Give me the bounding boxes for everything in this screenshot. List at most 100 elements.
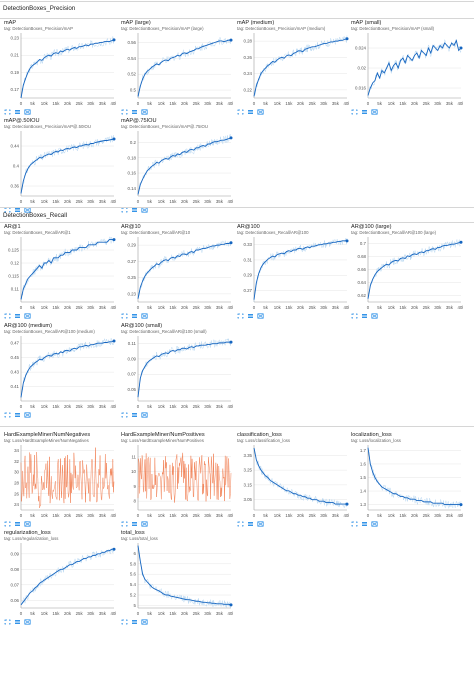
fullscreen-button[interactable] xyxy=(237,109,244,115)
y-tick-label: 0.5 xyxy=(130,88,137,93)
fit-domain-icon xyxy=(24,109,31,115)
lines-button[interactable] xyxy=(361,109,368,115)
lines-button[interactable] xyxy=(361,313,368,319)
lines-button[interactable] xyxy=(247,313,254,319)
x-tick-label: 5k xyxy=(147,305,152,310)
fullscreen-button[interactable] xyxy=(121,207,128,213)
chart-card: localization_loss tag: Loss/localization_… xyxy=(351,432,463,528)
lines-button[interactable] xyxy=(361,521,368,527)
fit-domain-button[interactable] xyxy=(371,109,378,115)
fit-domain-icon xyxy=(24,619,31,625)
x-tick-label: 15k xyxy=(52,513,60,518)
fullscreen-button[interactable] xyxy=(121,109,128,115)
fullscreen-icon xyxy=(4,521,11,527)
y-tick-label: 0.2 xyxy=(130,140,137,145)
fullscreen-button[interactable] xyxy=(121,619,128,625)
fit-domain-icon xyxy=(24,521,31,527)
lines-button[interactable] xyxy=(14,412,21,418)
section-title[interactable]: DetectionBoxes_Recall xyxy=(3,212,67,219)
fit-domain-button[interactable] xyxy=(257,109,264,115)
lines-button[interactable] xyxy=(14,109,21,115)
fit-domain-button[interactable] xyxy=(141,619,148,625)
x-tick-label: 40k xyxy=(457,305,463,310)
line-chart[interactable]: 0.11 0.115 0.12 0.125 0 5k 10k 15k 20k 25k 30k 35k 4… xyxy=(4,235,116,311)
lines-button[interactable] xyxy=(247,109,254,115)
lines-button[interactable] xyxy=(14,207,21,213)
fullscreen-button[interactable] xyxy=(4,521,11,527)
fullscreen-button[interactable] xyxy=(121,412,128,418)
lines-button[interactable] xyxy=(131,109,138,115)
fit-domain-button[interactable] xyxy=(141,109,148,115)
x-tick-label: 30k xyxy=(204,404,212,409)
lines-button[interactable] xyxy=(131,412,138,418)
y-tick-label: 0.016 xyxy=(355,86,367,91)
fit-domain-button[interactable] xyxy=(24,521,31,527)
smoothed-series-line xyxy=(253,447,347,505)
fullscreen-button[interactable] xyxy=(4,412,11,418)
lines-button[interactable] xyxy=(131,313,138,319)
fit-domain-button[interactable] xyxy=(24,109,31,115)
fullscreen-button[interactable] xyxy=(351,521,358,527)
y-tick-label: 0.29 xyxy=(243,273,252,278)
fullscreen-button[interactable] xyxy=(237,313,244,319)
lines-button[interactable] xyxy=(14,313,21,319)
fullscreen-button[interactable] xyxy=(4,313,11,319)
chart-title: AR@1 xyxy=(4,224,21,230)
fit-domain-button[interactable] xyxy=(24,313,31,319)
lines-button[interactable] xyxy=(131,207,138,213)
fit-domain-button[interactable] xyxy=(24,412,31,418)
chart-card: AR@100 (medium) tag: DetectionBoxes_Recal… xyxy=(4,323,116,419)
fit-domain-button[interactable] xyxy=(371,313,378,319)
x-tick-label: 15k xyxy=(285,513,293,518)
x-tick-label: 35k xyxy=(99,305,107,310)
x-tick-label: 30k xyxy=(320,305,328,310)
fullscreen-button[interactable] xyxy=(237,521,244,527)
fullscreen-button[interactable] xyxy=(121,521,128,527)
lines-button[interactable] xyxy=(14,619,21,625)
chart-toolbar xyxy=(351,520,463,528)
chart-title: mAP (large) xyxy=(121,20,151,26)
section-title[interactable]: DetectionBoxes_Precision xyxy=(3,5,76,12)
fit-domain-button[interactable] xyxy=(141,313,148,319)
fit-domain-button[interactable] xyxy=(141,521,148,527)
y-tick-label: 0.47 xyxy=(10,341,19,346)
x-tick-label: 10k xyxy=(41,513,49,518)
fit-domain-button[interactable] xyxy=(141,412,148,418)
fullscreen-button[interactable] xyxy=(351,109,358,115)
lines-button[interactable] xyxy=(14,521,21,527)
lines-button[interactable] xyxy=(131,521,138,527)
y-tick-label: 0.62 xyxy=(357,293,366,298)
fit-domain-button[interactable] xyxy=(257,521,264,527)
fullscreen-button[interactable] xyxy=(4,109,11,115)
fullscreen-button[interactable] xyxy=(4,207,11,213)
fullscreen-button[interactable] xyxy=(4,619,11,625)
fit-domain-button[interactable] xyxy=(257,313,264,319)
y-tick-label: 0.14 xyxy=(127,186,136,191)
raw-series-line xyxy=(20,338,115,397)
chart-card: mAP@.75IOU tag: DetectionBoxes_Precision/… xyxy=(121,118,233,214)
lines-button[interactable] xyxy=(247,521,254,527)
fit-domain-button[interactable] xyxy=(371,521,378,527)
lines-button[interactable] xyxy=(131,619,138,625)
fullscreen-button[interactable] xyxy=(121,313,128,319)
fullscreen-button[interactable] xyxy=(351,313,358,319)
fit-domain-button[interactable] xyxy=(24,619,31,625)
line-chart[interactable]: 0.62 0.64 0.66 0.68 0.7 0 5k 10k 15k 20k 25k 30k 35k… xyxy=(351,235,463,311)
y-tick-label: 3.25 xyxy=(243,468,252,473)
